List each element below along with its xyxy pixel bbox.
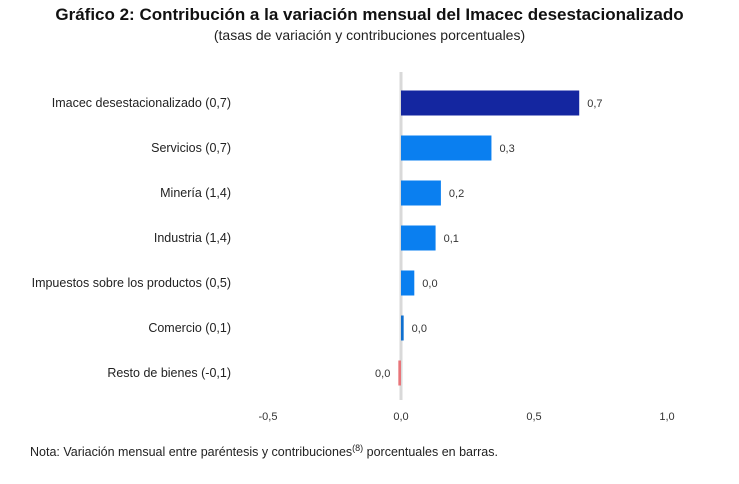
note-suffix: porcentuales en barras.	[363, 445, 498, 460]
bar	[401, 270, 415, 296]
chart-subtitle: (tasas de variación y contribuciones por…	[213, 27, 526, 43]
data-label: 0,2	[449, 188, 464, 200]
data-label: 0,0	[422, 278, 437, 290]
data-label: 0,0	[375, 368, 390, 380]
note-prefix: Nota: Variación mensual entre paréntesis…	[30, 445, 353, 460]
category-label: Minería (1,4)	[160, 186, 231, 200]
category-label: Resto de bienes (-0,1)	[107, 366, 231, 380]
chart-note: Nota: Variación mensual entre paréntesis…	[30, 443, 498, 459]
x-tick-label: 0,5	[526, 411, 541, 423]
data-label: 0,7	[587, 98, 602, 110]
category-label: Imacec desestacionalizado (0,7)	[52, 96, 231, 110]
category-label: Comercio (0,1)	[148, 321, 231, 335]
category-label: Industria (1,4)	[154, 231, 231, 245]
note-footnote-ref: (8)	[352, 443, 364, 453]
chart-title: Gráfico 2: Contribución a la variación m…	[55, 5, 684, 24]
bar	[401, 180, 441, 206]
bar	[401, 90, 580, 116]
x-tick-label: -0,5	[259, 411, 278, 423]
data-label: 0,0	[412, 323, 427, 335]
bar	[398, 360, 401, 386]
category-label: Servicios (0,7)	[151, 141, 231, 155]
bar-chart: Imacec desestacionalizado (0,7) 0,7 Servic…	[32, 72, 675, 423]
category-label: Impuestos sobre los productos (0,5)	[32, 276, 231, 290]
x-tick-label: 0,0	[393, 411, 408, 423]
data-label: 0,1	[444, 233, 459, 245]
x-tick-label: 1,0	[659, 411, 674, 423]
bar	[401, 135, 492, 161]
data-label: 0,3	[499, 143, 514, 155]
bar	[401, 225, 436, 251]
bar	[401, 315, 404, 341]
